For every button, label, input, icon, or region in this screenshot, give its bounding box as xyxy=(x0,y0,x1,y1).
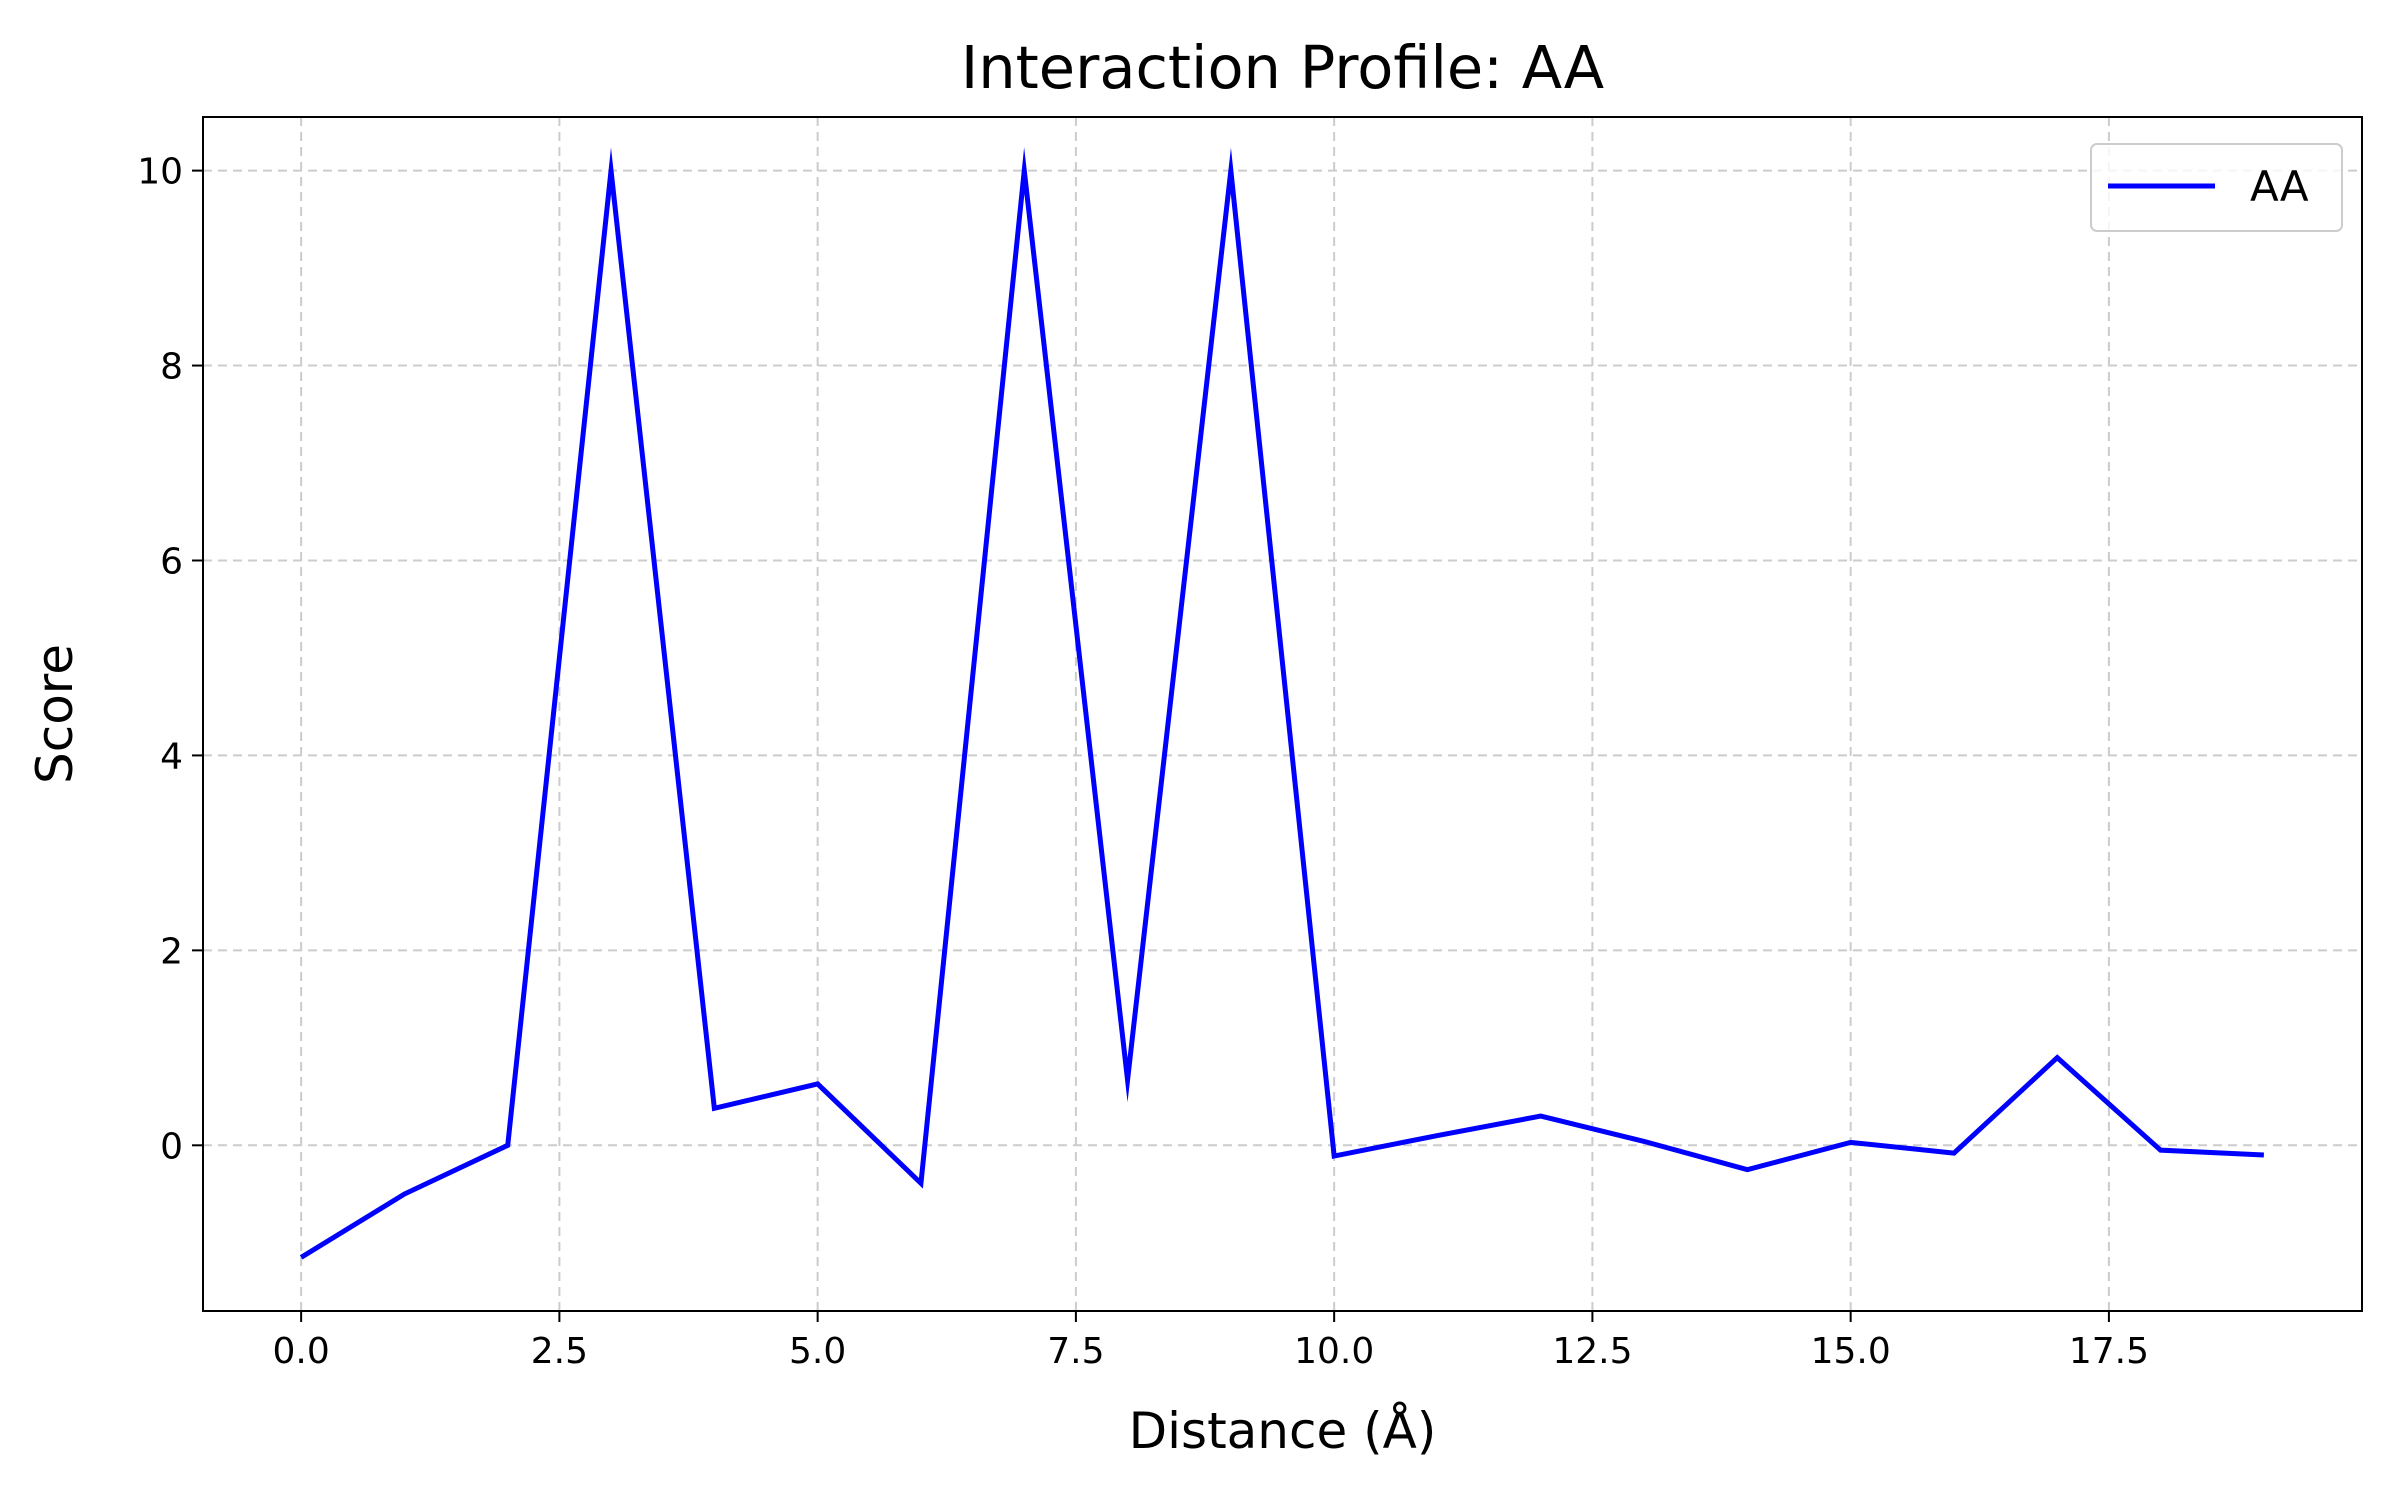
x-axis-label: Distance (Å) xyxy=(1129,1402,1437,1460)
data-point xyxy=(2160,1150,2161,1151)
data-point xyxy=(2263,1155,2264,1156)
y-tick-label: 10 xyxy=(137,152,183,193)
x-tick-label: 0.0 xyxy=(273,1331,330,1372)
legend-label: AA xyxy=(2250,162,2309,211)
x-tick-label: 12.5 xyxy=(1552,1331,1632,1372)
legend: AA xyxy=(2090,143,2343,232)
y-tick-label: 4 xyxy=(160,736,183,777)
series-layer xyxy=(299,147,2264,1260)
x-tick-label: 15.0 xyxy=(1811,1331,1891,1372)
data-point xyxy=(1334,1156,1335,1157)
data-point xyxy=(1024,170,1025,171)
plot-area-frame xyxy=(202,116,2363,1312)
series-line-aa xyxy=(299,147,2264,1260)
data-point xyxy=(611,170,612,171)
y-tick-label: 8 xyxy=(160,347,183,388)
x-tick-label: 7.5 xyxy=(1047,1331,1104,1372)
y-tick-label: 2 xyxy=(160,931,183,972)
legend-box xyxy=(2090,143,2343,232)
grid xyxy=(203,117,2362,1311)
data-point xyxy=(1850,1142,1851,1143)
data-point xyxy=(1644,1141,1645,1142)
data-point xyxy=(507,1145,508,1146)
x-tick-label: 2.5 xyxy=(531,1331,588,1372)
data-point xyxy=(1230,170,1231,171)
data-point xyxy=(1953,1153,1954,1154)
data-point xyxy=(1437,1135,1438,1136)
x-tick-label: 10.0 xyxy=(1294,1331,1374,1372)
data-point xyxy=(714,1108,715,1109)
x-tick-label: 5.0 xyxy=(789,1331,846,1372)
y-axis-ticks: 0 2 4 6 8 10 xyxy=(137,152,203,1167)
x-tick-label: 17.5 xyxy=(2069,1331,2149,1372)
data-point xyxy=(1127,1080,1128,1081)
data-point xyxy=(404,1194,405,1195)
data-point xyxy=(920,1183,921,1184)
data-point xyxy=(1747,1169,1748,1170)
data-point xyxy=(1540,1116,1541,1117)
data-point xyxy=(301,1257,302,1258)
y-tick-label: 6 xyxy=(160,541,183,582)
data-point xyxy=(817,1083,818,1084)
y-axis-label: Score xyxy=(26,644,84,784)
y-tick-label: 0 xyxy=(160,1126,183,1167)
data-point xyxy=(2057,1057,2058,1058)
x-axis-ticks: 0.0 2.5 5.0 7.5 10.0 12.5 15.0 17.5 xyxy=(273,1311,2149,1372)
chart-title: Interaction Profile: AA xyxy=(961,33,1604,102)
